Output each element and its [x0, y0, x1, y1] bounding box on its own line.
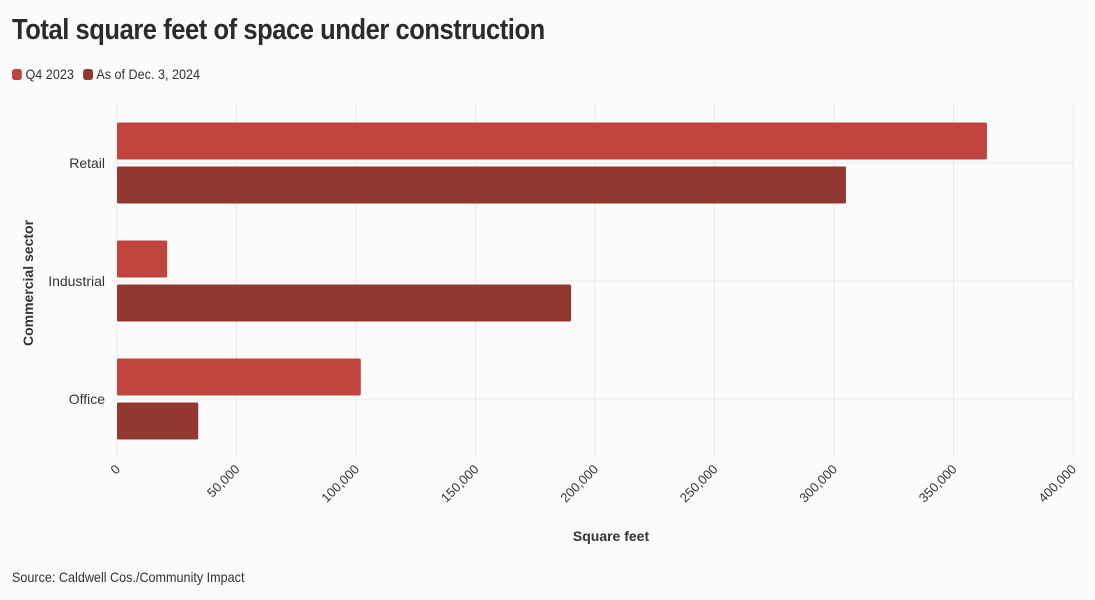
bar-industrial-series-2 — [117, 284, 572, 322]
legend-label-dec-2024: As of Dec. 3, 2024 — [96, 66, 201, 82]
category-label: Retail — [69, 155, 105, 171]
bar-office-series-2 — [117, 402, 199, 440]
chart-title: Total square feet of space under constru… — [12, 14, 545, 46]
source-note: Source: Caldwell Cos./Community Impact — [12, 569, 245, 585]
legend-label-q4-2023: Q4 2023 — [25, 66, 74, 82]
y-axis-label: Commercial sector — [20, 219, 36, 346]
legend-swatch-dec-2024 — [82, 68, 93, 80]
x-tick-label: 400,000 — [1035, 462, 1079, 506]
legend: Q4 2023 As of Dec. 3, 2024 — [12, 66, 209, 82]
legend-swatch-q4-2023 — [12, 68, 22, 80]
bar-office-series-1 — [117, 358, 361, 396]
x-tick-label: 100,000 — [318, 462, 362, 506]
x-tick-label: 350,000 — [916, 462, 960, 506]
x-tick-label: 250,000 — [677, 462, 721, 506]
category-label: Office — [69, 391, 106, 407]
x-tick-label: 300,000 — [796, 462, 840, 506]
x-tick-label: 200,000 — [557, 462, 601, 506]
x-axis-label: Square feet — [573, 528, 650, 544]
x-tick-label: 150,000 — [438, 462, 482, 506]
bar-retail-series-1 — [117, 122, 987, 160]
x-tick-label: 0 — [107, 462, 123, 478]
legend-item-dec-2024: As of Dec. 3, 2024 — [82, 66, 201, 82]
bar-industrial-series-1 — [117, 240, 168, 278]
x-tick-label: 50,000 — [204, 462, 243, 501]
bar-retail-series-2 — [117, 166, 846, 204]
category-label: Industrial — [48, 273, 105, 289]
legend-item-q4-2023: Q4 2023 — [12, 66, 74, 82]
